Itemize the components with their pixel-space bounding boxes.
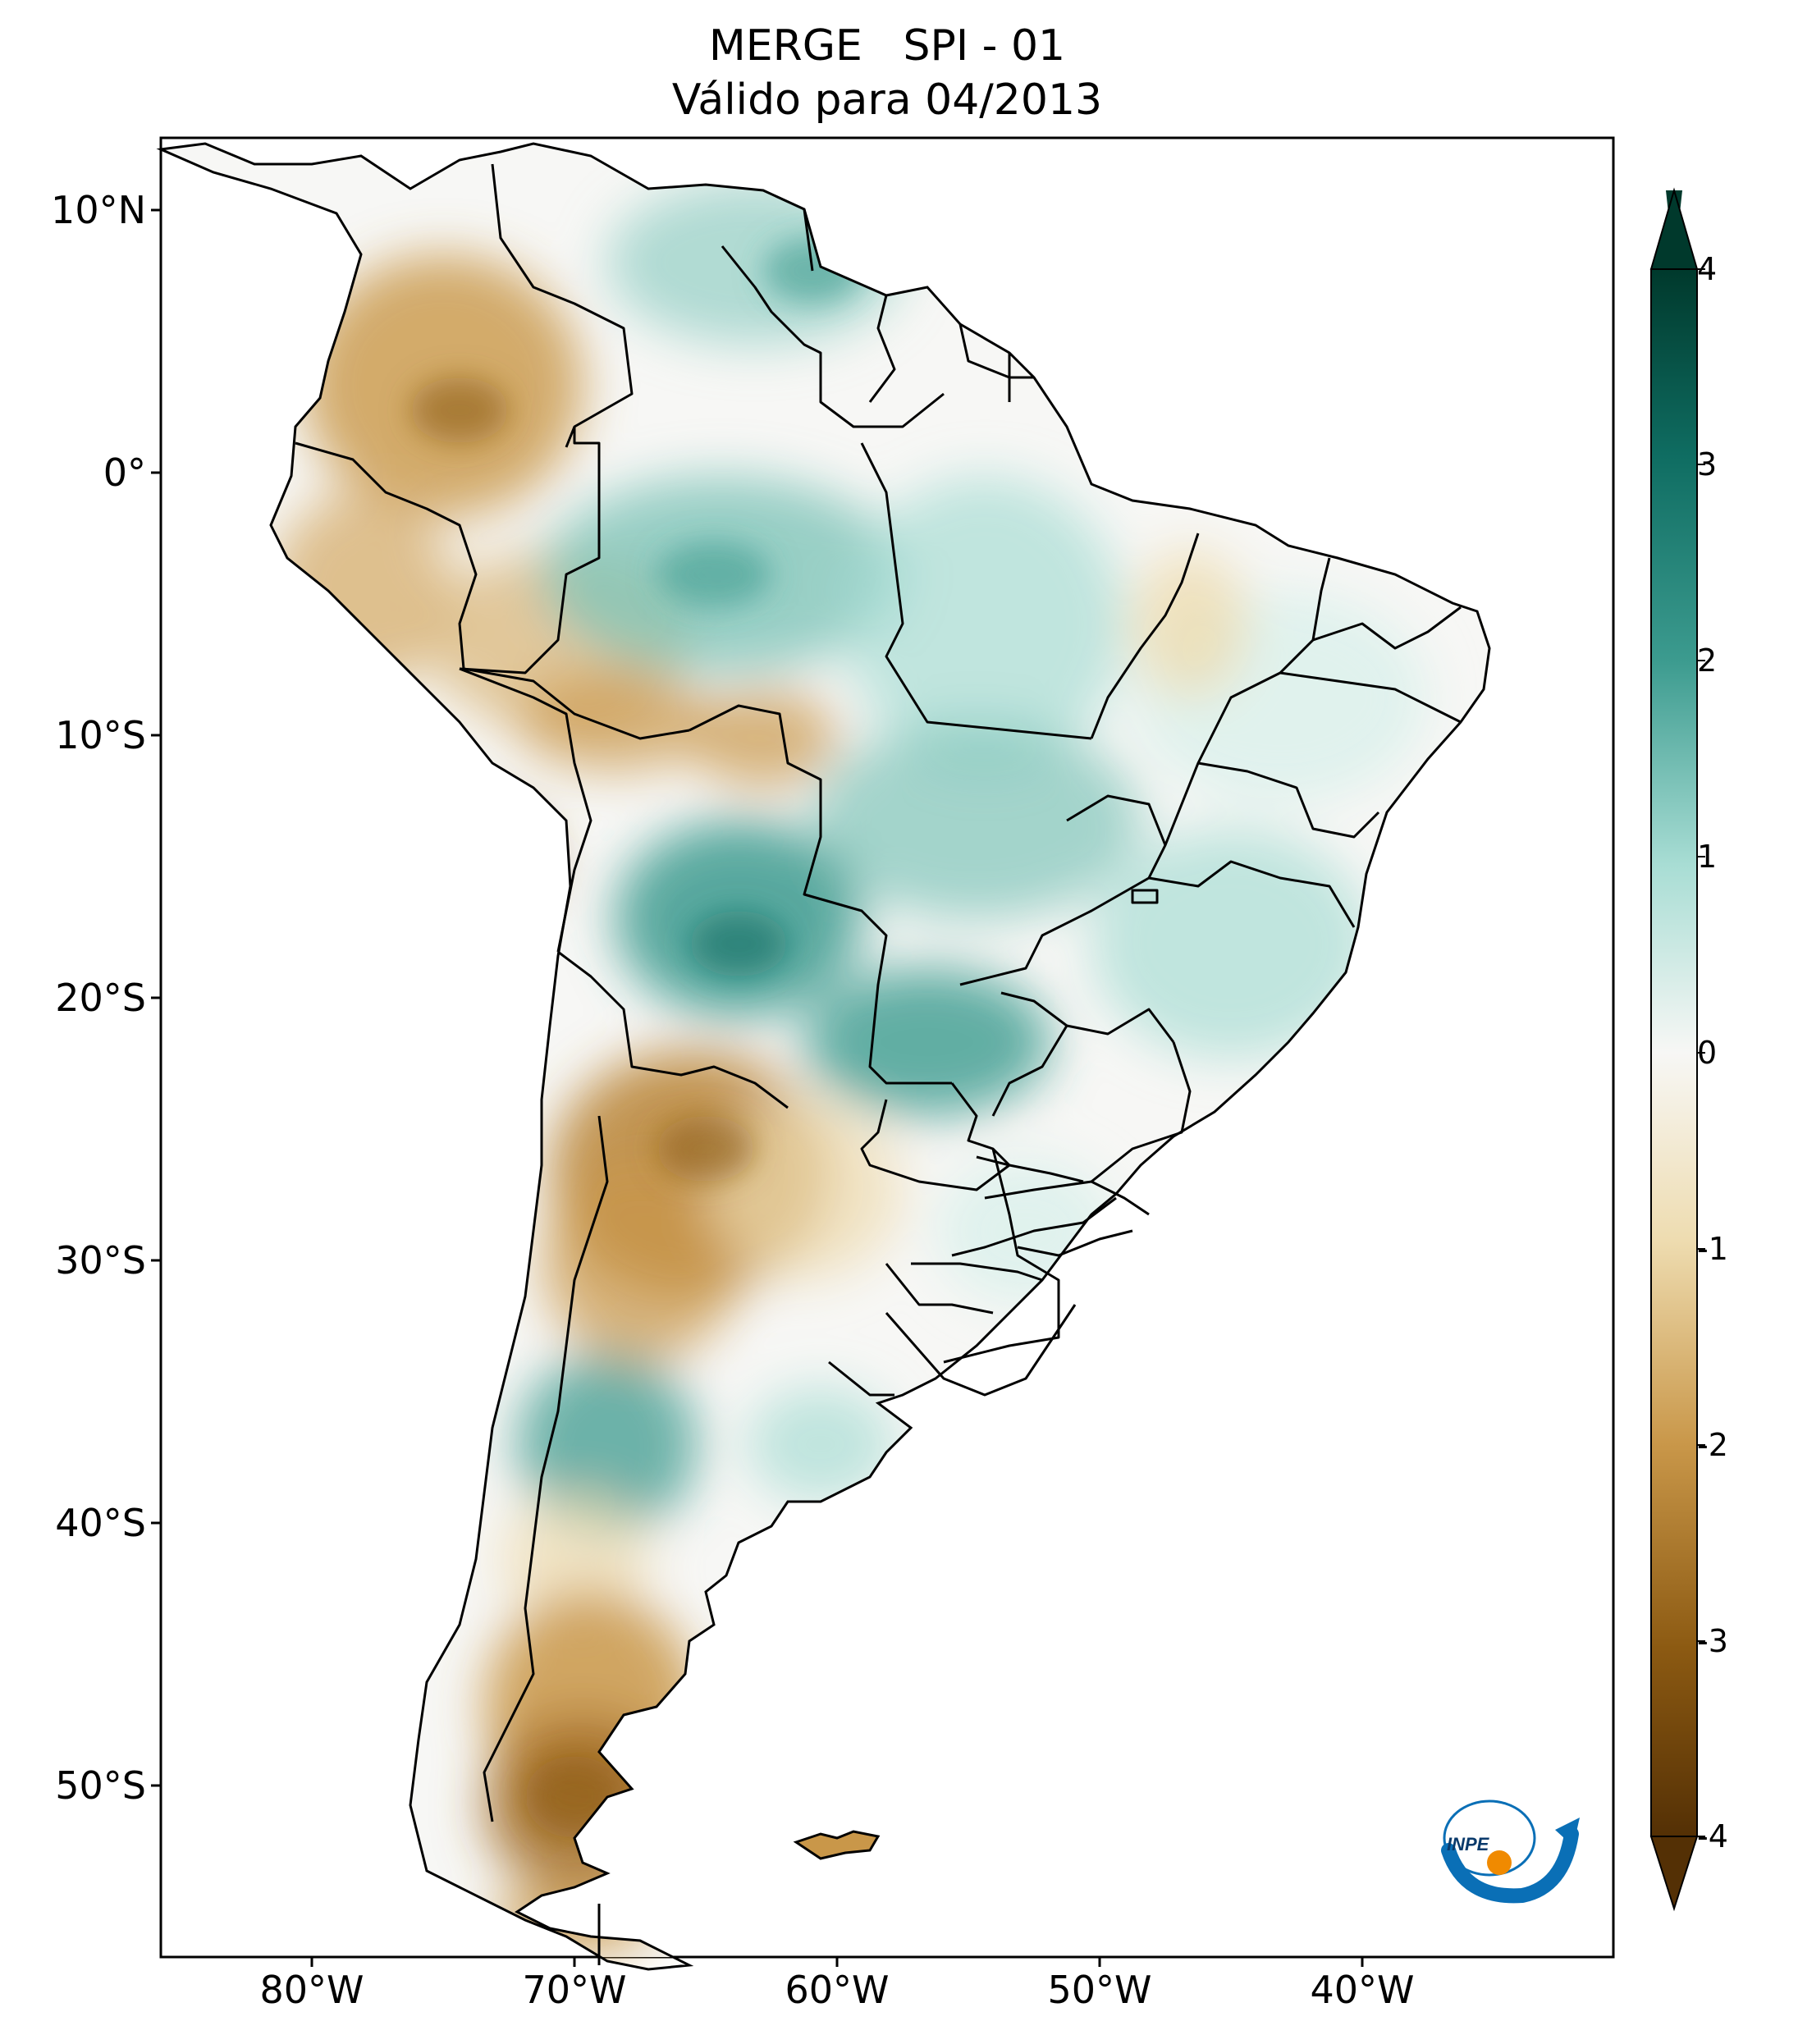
colorbar-tick-3: 3 [1697,446,1718,482]
lat-label-10n: 10°N [51,188,146,232]
borders [295,163,1462,1965]
map-subtitle: Válido para 04/2013 [671,75,1103,125]
colorbar-tick-m2: -2 [1697,1427,1728,1463]
lon-label-40w: 40°W [1310,1968,1415,2012]
axis-ticks [151,208,1364,1967]
lon-label-70w: 70°W [522,1968,627,2012]
lat-label-0: 0° [103,450,146,495]
lat-label-20s: 20°S [55,976,146,1020]
colorbar-tick-m1: -1 [1697,1231,1728,1267]
colorbar-top-arrow [1649,187,1699,270]
lat-label-30s: 30°S [55,1238,146,1283]
colorbar-tick-m3: -3 [1697,1623,1728,1659]
lat-label-40s: 40°S [55,1501,146,1545]
colorbar-tick-m4: -4 [1697,1818,1728,1854]
lon-label-50w: 50°W [1047,1968,1152,2012]
colorbar-tick-1: 1 [1697,839,1718,875]
inpe-logo-text: INPE [1447,1834,1490,1854]
colorbar-bottom-arrow [1649,1836,1699,1912]
colorbar-tick-2: 2 [1697,642,1718,679]
lon-label-60w: 60°W [785,1968,890,2012]
colorbar-ramp [1650,268,1698,1837]
lat-label-10s: 10°S [55,713,146,757]
colorbar [1649,187,1705,1912]
colorbar-tick-0: 0 [1697,1035,1718,1071]
falkland-islands [793,1830,881,1860]
lat-label-50s: 50°S [55,1763,146,1808]
map-title: MERGE SPI - 01 [708,21,1066,71]
colorbar-tick-4: 4 [1697,251,1718,287]
inpe-logo: INPE [1441,1799,1580,1904]
lon-label-80w: 80°W [259,1968,364,2012]
